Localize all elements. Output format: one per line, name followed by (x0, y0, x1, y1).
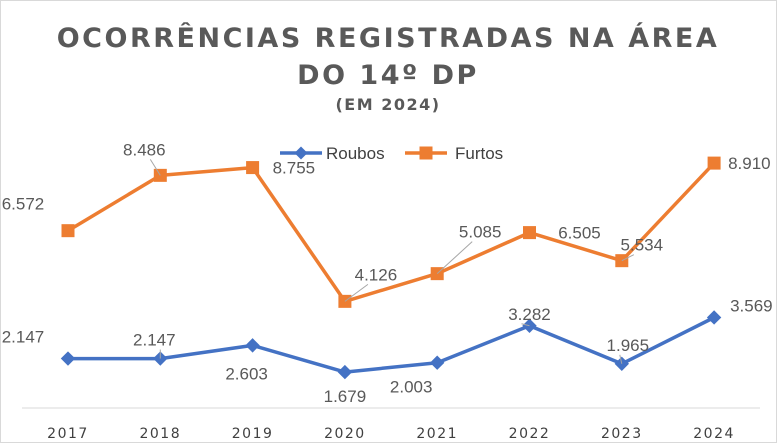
data-label-furtos-2018: 8.486 (123, 140, 166, 159)
legend: Roubos Furtos (280, 144, 503, 163)
data-label-furtos-2024: 8.910 (728, 154, 771, 173)
data-label-furtos-2021: 5.085 (459, 223, 502, 242)
point-furtos-2017 (61, 224, 75, 238)
x-tick-label-2020: 2020 (324, 426, 366, 442)
point-roubos-2017 (60, 351, 76, 366)
series-line-roubos (68, 315, 715, 374)
chart-title-line2: DO 14º DP (297, 60, 479, 91)
leader-line-furtos-2018 (149, 159, 161, 176)
point-roubos-2020 (337, 364, 353, 380)
data-label-furtos-2020: 4.126 (355, 265, 398, 284)
x-tick-label-2023: 2023 (601, 426, 643, 442)
legend-label-furtos: Furtos (455, 144, 503, 163)
point-roubos-2021 (429, 355, 445, 370)
x-tick-label-2018: 2018 (139, 426, 181, 442)
legend-label-roubos: Roubos (326, 144, 385, 163)
data-label-furtos-2023: 5.534 (621, 236, 664, 255)
leader-line-roubos-2023 (619, 354, 623, 364)
data-label-furtos-2017: 6.572 (2, 195, 45, 214)
leader-line-furtos-2021 (436, 241, 473, 275)
leader-line-furtos-2020 (344, 283, 369, 302)
data-label-furtos-2022: 6.505 (558, 224, 601, 243)
point-furtos-2023 (615, 254, 629, 268)
data-label-roubos-2020: 1.679 (324, 387, 367, 406)
x-tick-label-2024: 2024 (693, 426, 735, 442)
data-label-roubos-2024: 3.569 (730, 296, 773, 315)
leader-line-furtos-2023 (621, 254, 635, 262)
data-label-roubos-2023: 1.965 (607, 336, 650, 355)
x-tick-label-2017: 2017 (47, 426, 89, 442)
point-furtos-2024 (707, 156, 721, 170)
data-label-roubos-2017: 2.147 (2, 328, 45, 347)
x-tick-label-2021: 2021 (416, 426, 458, 442)
data-label-roubos-2018: 2.147 (133, 331, 176, 350)
leader-line-roubos-2022 (521, 323, 530, 327)
data-label-roubos-2021: 2.003 (390, 378, 433, 397)
x-tick-label-2019: 2019 (232, 426, 274, 442)
data-label-roubos-2019: 2.603 (225, 364, 268, 383)
legend-marker-roubos (294, 146, 308, 160)
chart-title-line1: OCORRÊNCIAS REGISTRADAS NA ÁREA (57, 22, 720, 54)
point-furtos-2019 (246, 161, 260, 175)
plot-area: 2017 2018 2019 2020 2021 2022 2023 2024 2.147 2.1… (2, 140, 773, 442)
data-label-roubos-2022: 3.282 (508, 305, 551, 324)
point-roubos-2024 (706, 310, 722, 325)
data-label-furtos-2019: 8.755 (273, 159, 316, 178)
x-tick-label-2022: 2022 (509, 426, 551, 442)
legend-marker-furtos (419, 146, 433, 160)
series-line-furtos (67, 161, 716, 304)
point-roubos-2019 (245, 338, 260, 353)
point-furtos-2022 (523, 226, 536, 240)
chart-subtitle: (EM 2024) (335, 95, 440, 114)
